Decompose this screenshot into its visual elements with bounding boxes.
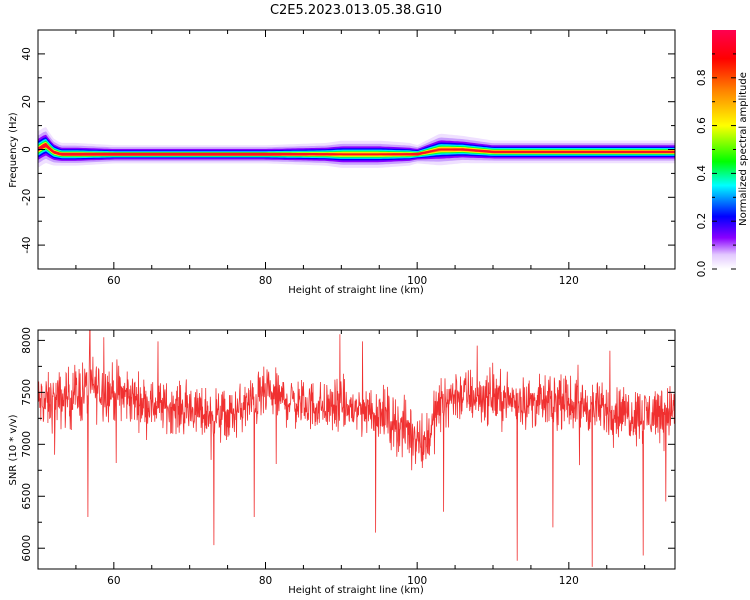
spectrogram-x-tick-label: 60 bbox=[107, 275, 120, 287]
ridge-core bbox=[38, 142, 675, 156]
snr-trace bbox=[38, 330, 675, 567]
snr-x-axis-label: Height of straight line (km) bbox=[288, 585, 424, 596]
spectrogram-y-tick-label: 0 bbox=[21, 146, 33, 153]
spectrogram-y-tick-label: -40 bbox=[21, 237, 33, 254]
snr-x-tick-label: 100 bbox=[407, 575, 427, 587]
snr-x-tick-label: 60 bbox=[107, 575, 120, 587]
colorbar-tick-label: 0.4 bbox=[696, 165, 708, 182]
snr-x-ticks: 60 80 100 120 bbox=[37, 330, 646, 587]
snr-series-line bbox=[38, 330, 675, 567]
snr-panel: 60 80 100 120 6000 6500 7000 7500 8000 Height o… bbox=[8, 327, 676, 596]
colorbar-tick-label: 0.0 bbox=[696, 261, 708, 278]
snr-y-tick-label: 8000 bbox=[21, 327, 33, 354]
snr-x-tick-label: 80 bbox=[259, 575, 272, 587]
snr-y-tick-label: 7500 bbox=[21, 379, 33, 406]
colorbar-ticks: 0.0 0.2 0.4 0.6 0.8 bbox=[696, 53, 736, 278]
snr-y-tick-label: 7000 bbox=[21, 431, 33, 458]
spectral-ridge bbox=[38, 127, 675, 168]
colorbar-label: Normalized spectral amplitude bbox=[738, 72, 749, 226]
snr-y-tick-label: 6000 bbox=[21, 535, 33, 562]
snr-y-ticks: 6000 6500 7000 7500 8000 bbox=[21, 327, 675, 562]
spectrogram-y-tick-label: 40 bbox=[21, 47, 33, 60]
spectrogram-x-tick-label: 120 bbox=[559, 275, 579, 287]
spectrogram-y-axis-label: Frequency (Hz) bbox=[8, 112, 19, 188]
snr-axes-frame bbox=[37, 329, 676, 570]
spectrogram-y-tick-label: -20 bbox=[21, 189, 33, 206]
colorbar-gradient bbox=[712, 30, 736, 269]
snr-y-axis-label: SNR (10 * v/v) bbox=[8, 414, 19, 485]
spectrogram-x-ticks: 60 80 100 120 bbox=[37, 30, 646, 287]
figure-title: C2E5.2023.013.05.38.G10 bbox=[270, 3, 442, 18]
spectrogram-x-axis-label: Height of straight line (km) bbox=[288, 285, 424, 296]
spectrogram-y-ticks: -40 -20 0 20 40 bbox=[21, 29, 675, 270]
spectrogram-y-tick-label: 20 bbox=[21, 95, 33, 108]
colorbar-tick-label: 0.8 bbox=[696, 69, 708, 86]
snr-y-tick-label: 6500 bbox=[21, 483, 33, 510]
spectrogram-panel: 60 80 100 120 -40 -20 0 20 40 Height of straigh… bbox=[8, 29, 676, 296]
spectrogram-x-tick-label: 80 bbox=[259, 275, 272, 287]
colorbar: 0.0 0.2 0.4 0.6 0.8 Normalized spectral ampl… bbox=[696, 30, 749, 277]
spectrogram-x-tick-label: 100 bbox=[407, 275, 427, 287]
colorbar-tick-label: 0.2 bbox=[696, 213, 708, 230]
snr-x-tick-label: 120 bbox=[559, 575, 579, 587]
colorbar-tick-label: 0.6 bbox=[696, 117, 708, 134]
